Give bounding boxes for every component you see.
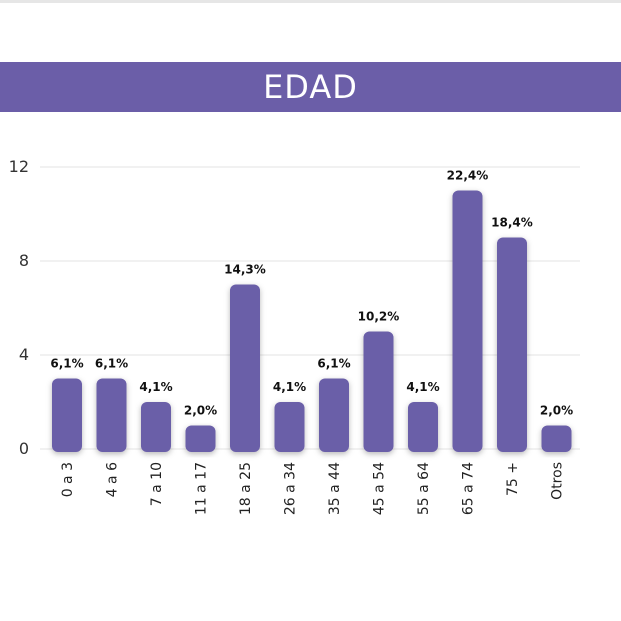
data-label: 18,4%	[491, 216, 533, 230]
bar	[541, 425, 572, 452]
top-divider	[0, 0, 621, 3]
data-label: 4,1%	[139, 380, 172, 394]
data-label: 22,4%	[447, 169, 489, 183]
data-label: 4,1%	[273, 380, 306, 394]
bar	[274, 402, 305, 452]
chart-title: EDAD	[263, 68, 358, 106]
x-tick-label: 45 a 54	[372, 462, 388, 515]
data-label: 6,1%	[95, 357, 128, 371]
data-label: 6,1%	[50, 357, 83, 371]
x-tick-label: 4 a 6	[105, 462, 121, 497]
bar	[52, 378, 82, 452]
data-label: 2,0%	[540, 404, 573, 418]
data-label: 10,2%	[358, 310, 400, 324]
x-tick-label: Otros	[550, 462, 566, 500]
bar	[230, 284, 260, 452]
x-tick-label: 0 a 3	[60, 462, 76, 497]
x-tick-label: 65 a 74	[461, 462, 477, 515]
x-tick-label: 7 a 10	[149, 462, 165, 506]
bar	[96, 378, 127, 452]
y-tick-label: 12	[9, 157, 29, 176]
data-label: 6,1%	[317, 357, 350, 371]
y-tick-label: 4	[19, 345, 29, 364]
x-tick-label: 11 a 17	[194, 462, 210, 515]
bar	[452, 190, 483, 452]
data-label: 2,0%	[184, 404, 217, 418]
data-label: 4,1%	[406, 380, 439, 394]
y-tick-label: 0	[19, 439, 29, 458]
x-tick-label: 75 +	[505, 462, 521, 496]
x-tick-label: 55 a 64	[416, 462, 432, 515]
x-tick-label: 35 a 44	[327, 462, 343, 515]
bar	[408, 402, 438, 452]
y-tick-label: 8	[19, 251, 29, 270]
bar	[185, 425, 216, 452]
bar	[363, 331, 394, 452]
bar	[319, 378, 349, 452]
x-tick-label: 26 a 34	[283, 462, 299, 515]
bar	[497, 237, 527, 452]
bar	[141, 402, 171, 452]
x-tick-label: 18 a 25	[238, 462, 254, 515]
data-label: 14,3%	[224, 263, 266, 277]
title-banner: EDAD	[0, 62, 621, 112]
